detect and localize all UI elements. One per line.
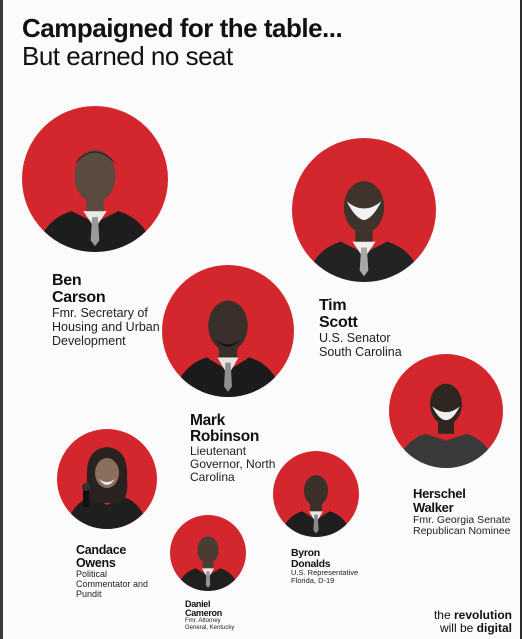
owens-label: Candace Owens Political Commentator and …	[76, 544, 162, 599]
carson-role: Fmr. Secretary of Housing and Urban Deve…	[52, 306, 160, 348]
carson-first-name: Ben	[52, 272, 82, 289]
owens-role: Political Commentator and Pundit	[76, 569, 149, 599]
cameron-first-name: Daniel	[185, 599, 211, 609]
portrait-woman-microphone-icon	[65, 447, 149, 529]
footer-line-1: the revolution	[434, 609, 512, 622]
scott-portrait	[292, 138, 436, 282]
donalds-role: U.S. Representative Florida, D-19	[291, 568, 359, 585]
owens-first-name: Candace	[76, 543, 127, 557]
donalds-label: Byron Donalds U.S. Representative Florid…	[291, 548, 371, 585]
cameron-role: Fmr. Attorney General, Kentucky	[185, 618, 235, 631]
walker-portrait	[389, 354, 503, 468]
robinson-last-name: Robinson	[190, 428, 260, 445]
robinson-portrait	[162, 265, 294, 397]
walker-role: Fmr. Georgia Senate Republican Nominee	[413, 514, 511, 537]
portrait-man-suit-icon	[176, 536, 240, 591]
footer-line2-brand: digital	[476, 621, 512, 635]
scott-label: Tim Scott U.S. Senator South Carolina	[319, 297, 419, 359]
portrait-man-casual-icon	[395, 383, 497, 468]
headline: Campaigned for the table... But earned n…	[22, 13, 343, 71]
scott-role: U.S. Senator South Carolina	[319, 331, 402, 359]
carson-portrait	[22, 106, 168, 252]
portrait-man-suit-icon	[172, 300, 284, 397]
portrait-man-suit-icon	[36, 149, 154, 252]
portrait-man-suit-icon	[306, 181, 422, 282]
donalds-portrait	[273, 451, 359, 537]
right-edge	[520, 0, 522, 639]
owens-last-name: Owens	[76, 555, 116, 570]
carson-label: Ben Carson Fmr. Secretary of Housing and…	[52, 272, 164, 348]
donalds-last-name: Donalds	[291, 557, 331, 570]
left-edge	[0, 0, 3, 639]
portrait-man-suit-icon	[279, 475, 353, 537]
cameron-label: Daniel Cameron Fmr. Attorney General, Ke…	[185, 600, 235, 632]
owens-portrait	[57, 429, 157, 529]
scott-last-name: Scott	[319, 314, 358, 331]
footer-brand: revolution	[453, 608, 512, 622]
footer-line2-pre: will be	[439, 621, 477, 635]
cameron-last-name: Cameron	[185, 608, 222, 618]
donalds-first-name: Byron	[291, 547, 320, 559]
headline-line-1: Campaigned for the table...	[22, 13, 343, 43]
footer-pre: the	[433, 608, 454, 622]
footer-branding: the revolution will be digital	[434, 609, 512, 635]
walker-label: Herschel Walker Fmr. Georgia Senate Repu…	[413, 487, 511, 537]
footer-line-2: will be digital	[434, 622, 512, 635]
robinson-role: Lieutenant Governor, North Carolina	[190, 444, 276, 484]
headline-line-2: But earned no seat	[22, 41, 233, 71]
robinson-label: Mark Robinson Lieutenant Governor, North…	[190, 413, 290, 484]
cameron-portrait	[170, 515, 246, 591]
robinson-first-name: Mark	[190, 412, 225, 429]
walker-first-name: Herschel	[413, 486, 466, 501]
scott-first-name: Tim	[319, 297, 347, 314]
carson-last-name: Carson	[52, 289, 106, 306]
walker-last-name: Walker	[413, 500, 454, 515]
